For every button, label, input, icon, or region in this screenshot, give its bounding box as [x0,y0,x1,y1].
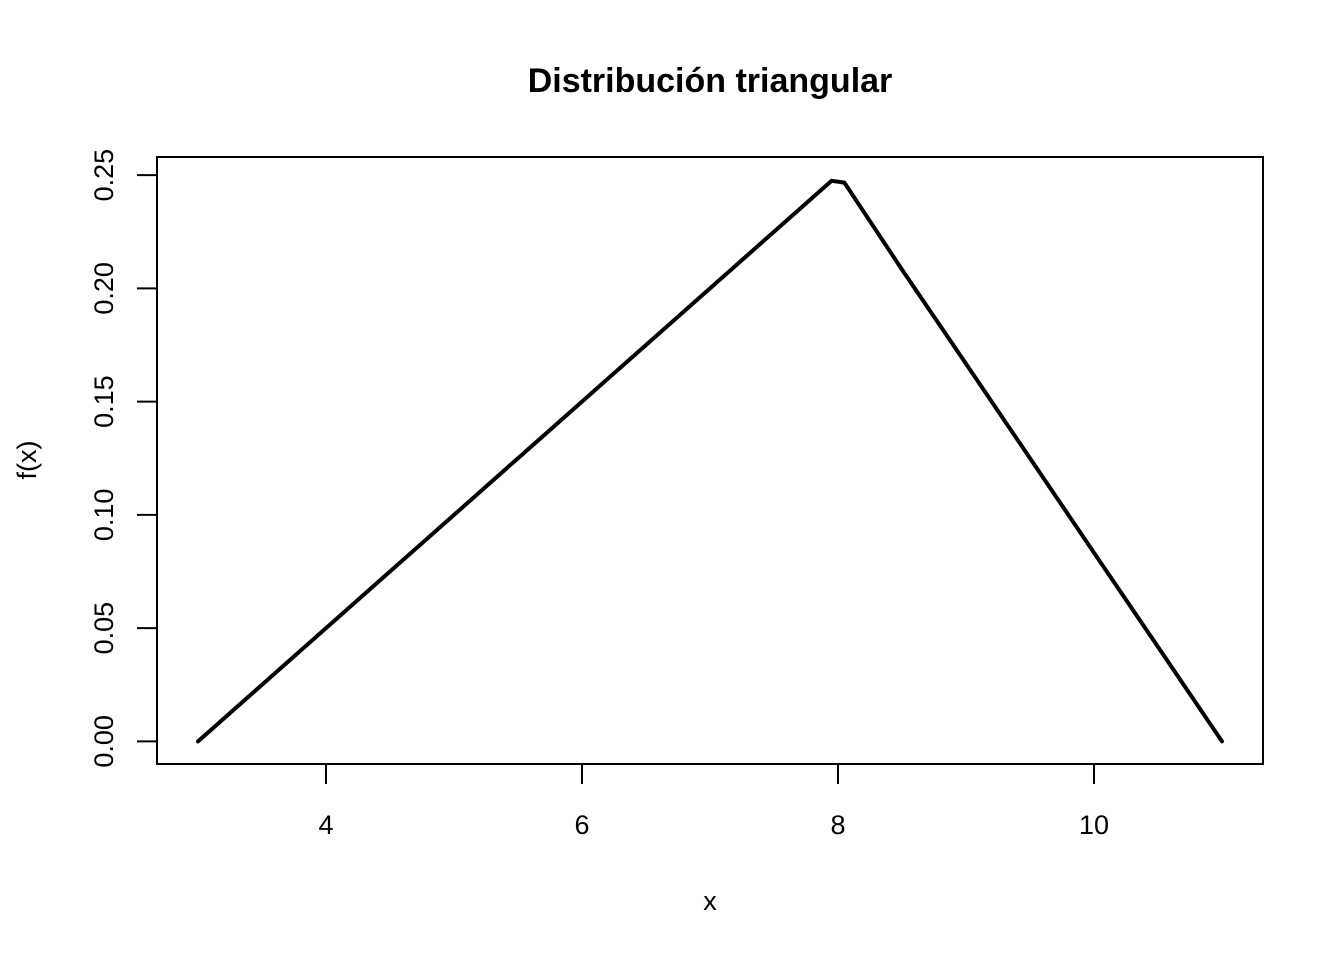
y-tick-label: 0.25 [89,149,119,202]
x-tick-label: 6 [574,810,589,840]
y-axis: 0.00 0.05 0.10 0.15 0.20 0.25 [89,149,158,768]
x-tick-label: 8 [830,810,845,840]
y-axis-label: f(x) [12,441,42,480]
x-axis-label: x [703,886,717,916]
series-line [196,178,1224,744]
x-tick-label: 4 [318,810,333,840]
series-layer [196,178,1224,744]
y-tick-label: 0.05 [89,602,119,655]
x-tick-label: 10 [1079,810,1109,840]
chart-title: Distribución triangular [528,62,893,100]
x-axis: 4 6 8 10 [318,763,1109,840]
plot-frame [156,156,1264,765]
y-tick-label: 0.20 [89,262,119,315]
y-tick-label: 0.15 [89,375,119,428]
y-tick-label: 0.10 [89,489,119,542]
y-tick-label: 0.00 [89,715,119,768]
